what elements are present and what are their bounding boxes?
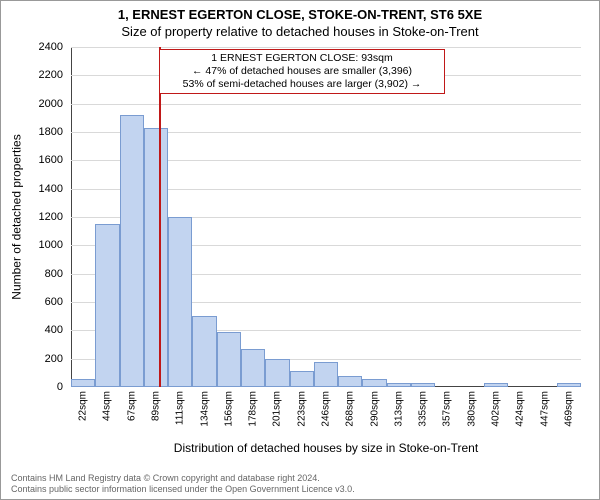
y-tick-label: 2000 [33,98,63,110]
x-tick-label: 469sqm [563,391,574,427]
x-tick-label: 357sqm [442,391,453,427]
histogram-bar [362,379,386,388]
x-tick-label: 246sqm [321,391,332,427]
x-tick-label: 268sqm [345,391,356,427]
histogram-bar [314,362,338,388]
x-tick-label: 447sqm [539,391,550,427]
y-tick-label: 1000 [33,239,63,251]
y-tick-label: 1600 [33,154,63,166]
y-tick-label: 400 [33,324,63,336]
histogram-bar [290,371,314,387]
x-tick-label: 89sqm [151,391,162,421]
footer-line2: Contains public sector information licen… [11,484,355,495]
footer: Contains HM Land Registry data © Crown c… [11,473,355,495]
grid-line [71,104,581,105]
y-tick-label: 200 [33,353,63,365]
x-tick-label: 290sqm [369,391,380,427]
x-tick-label: 313sqm [393,391,404,427]
info-box: 1 ERNEST EGERTON CLOSE: 93sqm← 47% of de… [159,49,445,94]
y-tick-label: 0 [33,381,63,393]
property-marker-line [159,47,161,387]
x-tick-label: 380sqm [466,391,477,427]
histogram-bar [192,316,216,387]
plot-area: 1 ERNEST EGERTON CLOSE: 93sqm← 47% of de… [71,47,581,387]
x-tick-label: 44sqm [102,391,113,421]
histogram-bar [338,376,362,387]
histogram-bar [71,379,95,388]
info-box-line: ← 47% of detached houses are smaller (3,… [166,65,438,78]
x-tick-label: 111sqm [175,391,186,425]
x-tick-label: 223sqm [296,391,307,427]
x-axis-labels: 22sqm 44sqm 67sqm 89sqm 111sqm 134sqm 156sqm 17… [71,387,581,437]
histogram-bar [144,128,168,387]
x-tick-label: 67sqm [126,391,137,421]
y-tick-label: 2200 [33,69,63,81]
histogram-bar [95,224,119,387]
x-axis-title: Distribution of detached houses by size … [71,441,581,455]
histogram-bar [217,332,241,387]
histogram-bar [265,359,289,387]
title-main: 1, ERNEST EGERTON CLOSE, STOKE-ON-TRENT,… [1,1,599,22]
y-tick-label: 800 [33,268,63,280]
y-tick-label: 600 [33,296,63,308]
histogram-bar [168,217,192,387]
y-tick-label: 2400 [33,41,63,53]
y-axis-labels: 0200400600800100012001400160018002000220… [1,47,67,387]
x-tick-label: 134sqm [199,391,210,427]
histogram-bar [120,115,144,387]
y-tick-label: 1800 [33,126,63,138]
x-tick-label: 402sqm [491,391,502,427]
chart-container: 1, ERNEST EGERTON CLOSE, STOKE-ON-TRENT,… [0,0,600,500]
x-tick-label: 201sqm [272,391,283,427]
info-box-line: 1 ERNEST EGERTON CLOSE: 93sqm [166,52,438,65]
grid-line [71,47,581,48]
y-tick-label: 1200 [33,211,63,223]
histogram-bar [241,349,265,387]
title-sub: Size of property relative to detached ho… [1,22,599,39]
x-tick-label: 335sqm [418,391,429,427]
info-box-line: 53% of semi-detached houses are larger (… [166,78,438,91]
footer-line1: Contains HM Land Registry data © Crown c… [11,473,355,484]
y-tick-label: 1400 [33,183,63,195]
x-tick-label: 178sqm [248,391,259,427]
x-tick-label: 22sqm [78,391,89,421]
x-tick-label: 424sqm [515,391,526,427]
x-tick-label: 156sqm [223,391,234,427]
